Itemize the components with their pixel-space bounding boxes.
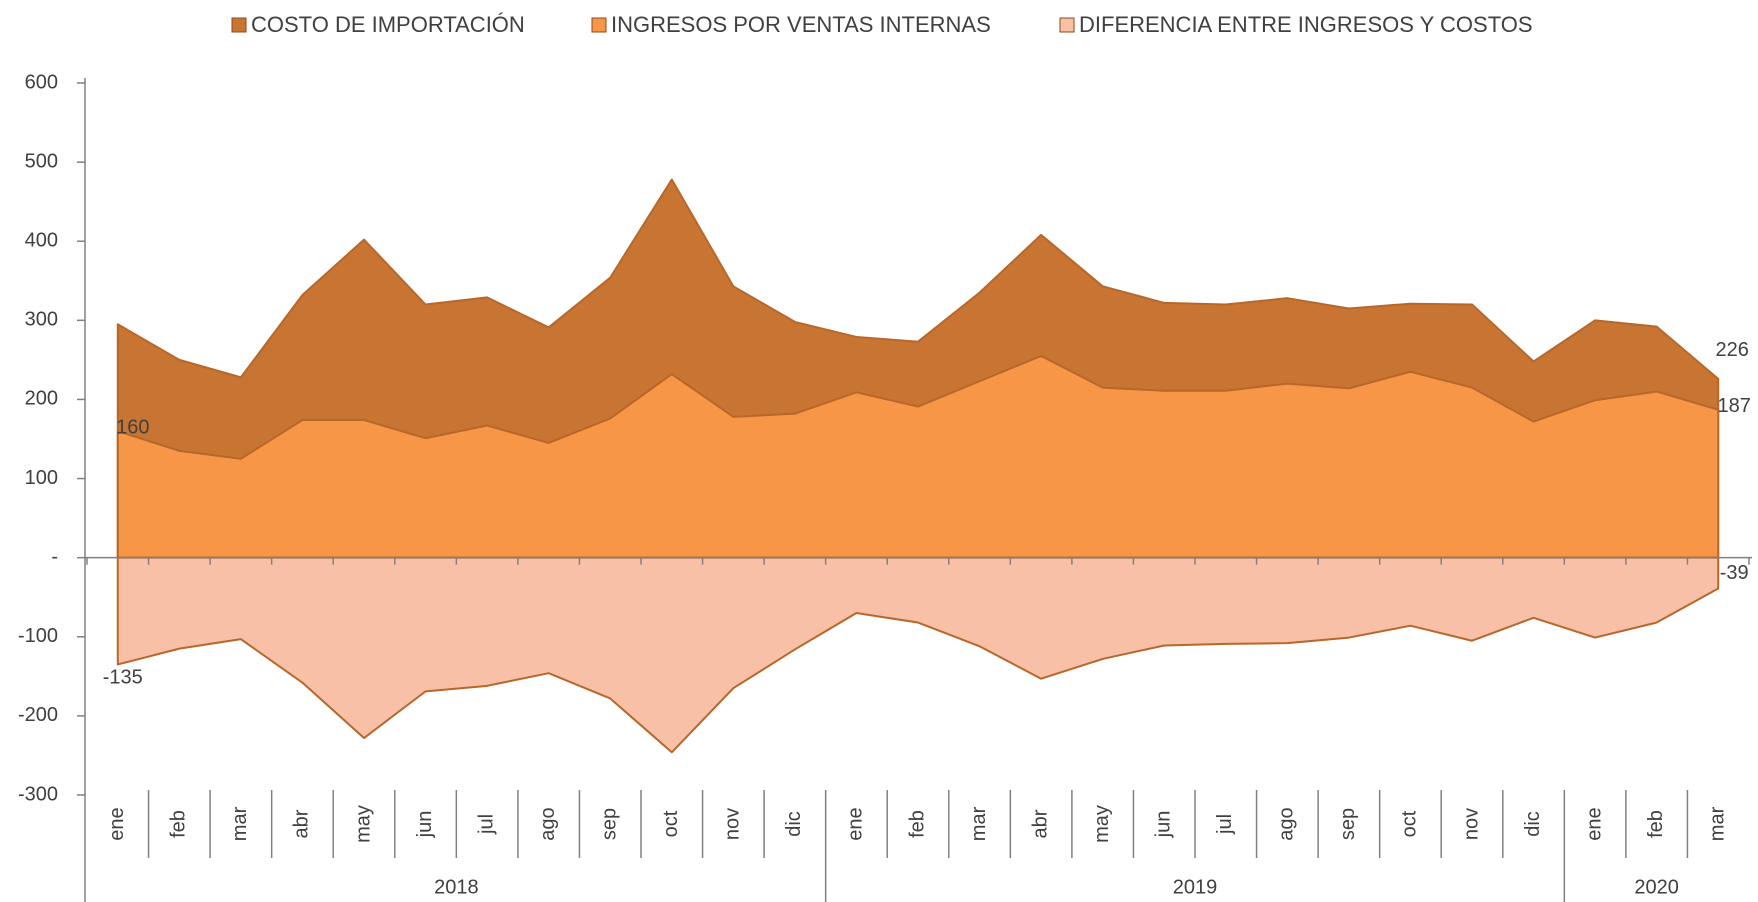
x-tick-label: ene <box>1583 807 1605 840</box>
y-tick-label: -100 <box>18 625 58 647</box>
data-label: 187 <box>1718 395 1751 417</box>
x-tick-label: mar <box>1707 806 1729 841</box>
x-tick-label: sep <box>599 808 621 840</box>
x-tick-label: feb <box>906 810 928 838</box>
x-tick-label: nov <box>1460 808 1482 840</box>
legend-label: COSTO DE IMPORTACIÓN <box>251 12 525 37</box>
x-tick-label: abr <box>1029 809 1051 838</box>
data-label: 160 <box>116 416 149 438</box>
area <box>116 354 1720 559</box>
legend-swatch <box>231 17 247 33</box>
y-tick-label: 300 <box>25 309 58 331</box>
legend-label: DIFERENCIA ENTRE INGRESOS Y COSTOS <box>1079 12 1533 37</box>
x-tick-label: feb <box>1645 810 1667 838</box>
x-tick-label: may <box>352 805 374 843</box>
x-tick-label: abr <box>291 809 313 838</box>
y-tick-label: -300 <box>18 783 58 805</box>
x-tick-label: mar <box>229 806 251 841</box>
x-tick-label: may <box>1091 805 1113 843</box>
legend-label: INGRESOS POR VENTAS INTERNAS <box>611 12 991 37</box>
y-tick-label: - <box>51 546 58 568</box>
y-tick-label: 500 <box>25 150 58 172</box>
y-tick-label: 600 <box>25 71 58 93</box>
legend-swatch <box>591 17 607 33</box>
area <box>116 556 1720 754</box>
x-tick-label: oct <box>660 810 682 837</box>
year-label: 2020 <box>1634 876 1679 898</box>
x-tick-label: mar <box>968 806 990 841</box>
year-label: 2019 <box>1173 876 1218 898</box>
x-tick-label: nov <box>722 808 744 840</box>
x-tick-label: ene <box>106 807 128 840</box>
x-tick-label: feb <box>168 810 190 838</box>
x-tick-label: jul <box>1214 814 1236 835</box>
data-label: -135 <box>103 667 143 689</box>
x-tick-label: jun <box>1153 811 1175 839</box>
legend-swatch <box>1059 17 1075 33</box>
y-tick-label: 200 <box>25 388 58 410</box>
y-tick-label: -200 <box>18 704 58 726</box>
x-tick-label: dic <box>1522 811 1544 837</box>
x-tick-label: oct <box>1399 810 1421 837</box>
x-tick-label: ago <box>537 807 559 840</box>
x-tick-label: sep <box>1337 808 1359 840</box>
data-label: -39 <box>1720 562 1749 584</box>
x-tick-label: jul <box>475 814 497 835</box>
data-label: 226 <box>1716 339 1749 361</box>
y-tick-label: 400 <box>25 230 58 252</box>
x-tick-label: jun <box>414 811 436 839</box>
x-tick-label: ago <box>1276 807 1298 840</box>
y-tick-label: 100 <box>25 467 58 489</box>
year-label: 2018 <box>434 876 479 898</box>
x-tick-label: dic <box>783 811 805 837</box>
x-tick-label: ene <box>845 807 867 840</box>
